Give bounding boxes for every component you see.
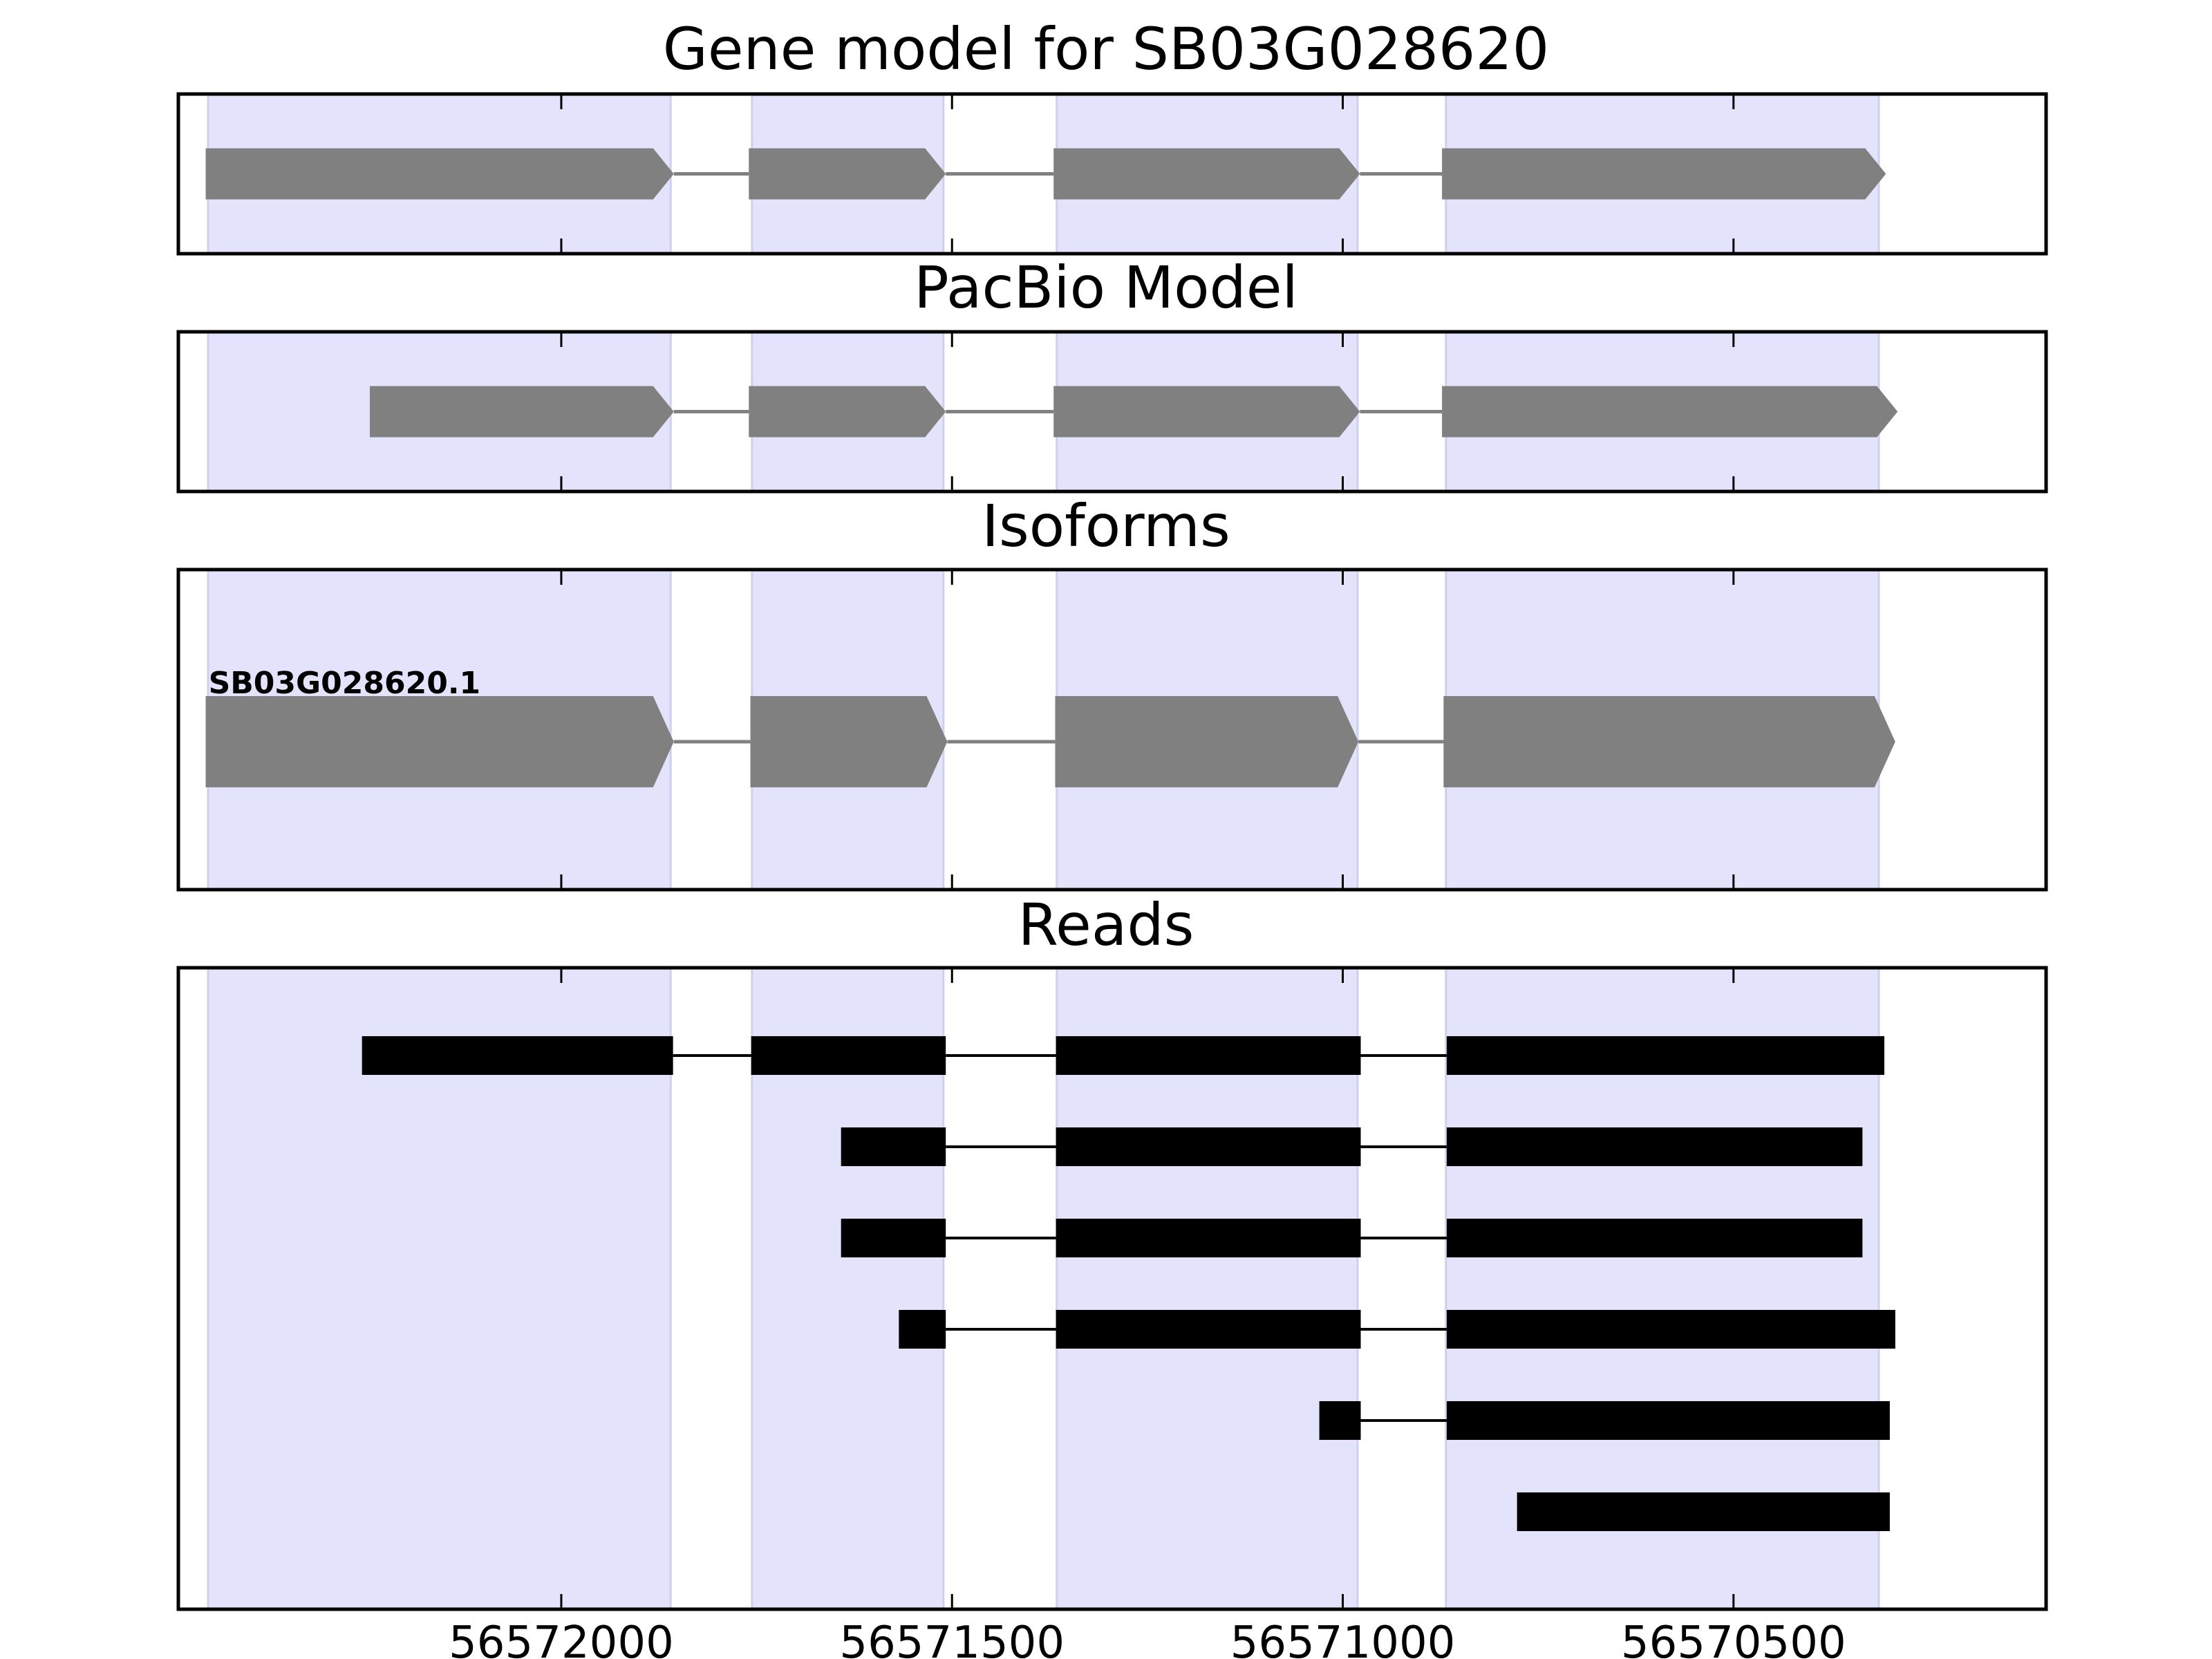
reads-panel: Reads 56572000 56571500 56571000 56570500 — [176, 891, 2048, 1659]
x-tick-label: 56571500 — [839, 1618, 1065, 1659]
read-block — [841, 1219, 946, 1257]
exon — [1442, 386, 1898, 438]
read-block — [899, 1310, 946, 1349]
exon — [1053, 386, 1360, 438]
exon — [205, 148, 674, 200]
read-block — [1319, 1401, 1361, 1440]
exon — [1053, 148, 1360, 200]
read-block — [751, 1036, 946, 1075]
read-block — [1056, 1219, 1361, 1257]
exon — [369, 386, 674, 438]
panel-title: Isoforms — [982, 492, 1230, 560]
plot-frame — [176, 568, 2048, 892]
exon — [749, 386, 946, 438]
x-tick-label: 56571000 — [1230, 1618, 1456, 1659]
gene-model-plot — [176, 92, 2048, 256]
read-block — [841, 1127, 946, 1166]
isoforms-plot: SB03G028620.1 — [176, 568, 2048, 892]
read-block — [1446, 1219, 1863, 1257]
plot-frame — [176, 330, 2048, 494]
panel-title: Gene model for SB03G028620 — [663, 15, 1549, 83]
reads-plot: 56572000 56571500 56571000 56570500 — [176, 966, 2048, 1659]
plot-frame — [176, 92, 2048, 256]
x-tick-label: 56572000 — [449, 1618, 674, 1659]
exon — [1442, 148, 1886, 200]
exon — [205, 696, 674, 787]
panel-title: Reads — [1018, 891, 1194, 959]
exon — [1443, 696, 1895, 787]
read-block — [1446, 1401, 1890, 1440]
read-block — [1056, 1310, 1361, 1349]
gene-model-panel: Gene model for SB03G028620 — [176, 15, 2048, 256]
isoform-label: SB03G028620.1 — [209, 666, 481, 701]
read-block — [1446, 1036, 1884, 1075]
panel-title: PacBio Model — [914, 254, 1298, 321]
pacbio-model-plot — [176, 330, 2048, 494]
read-block — [1056, 1127, 1361, 1166]
read-block — [1446, 1127, 1863, 1166]
x-tick-label: 56570500 — [1621, 1618, 1846, 1659]
isoforms-panel: Isoforms SB03G028620.1 — [176, 492, 2048, 892]
exon — [749, 148, 946, 200]
read-block — [1517, 1492, 1890, 1531]
plot-frame — [176, 966, 2048, 1611]
pacbio-model-panel: PacBio Model — [176, 254, 2048, 494]
read-block — [1446, 1310, 1895, 1349]
exon — [750, 696, 948, 787]
exon — [1055, 696, 1359, 787]
read-block — [1056, 1036, 1361, 1075]
read-block — [362, 1036, 673, 1075]
